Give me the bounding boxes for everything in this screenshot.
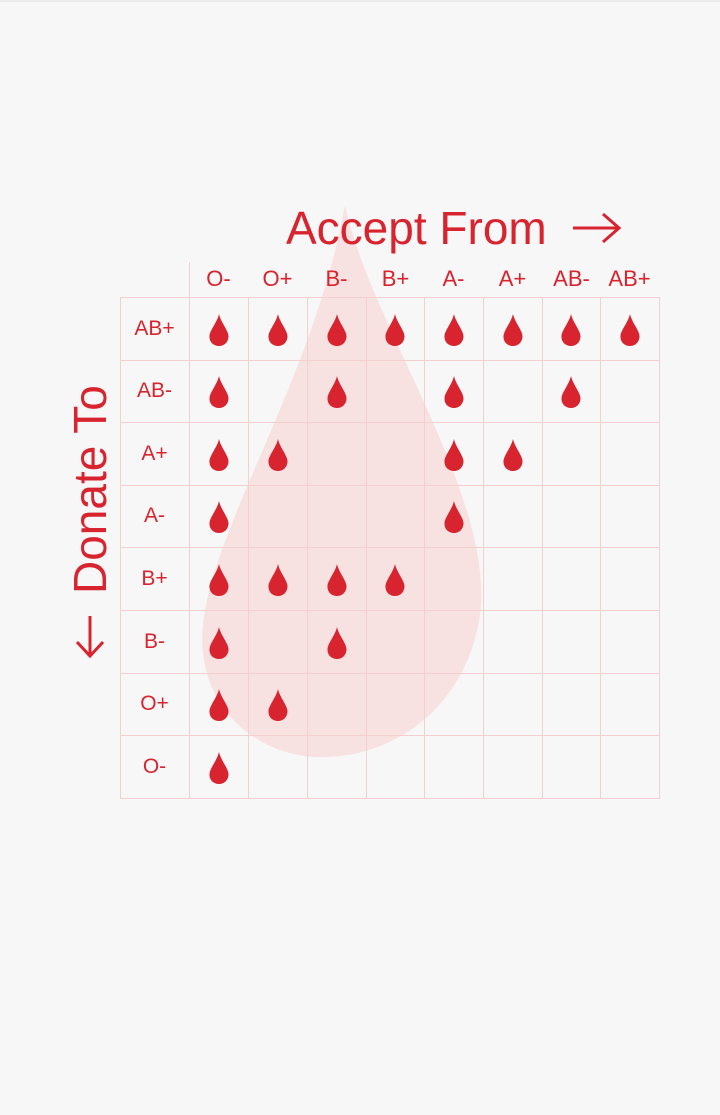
grid-vertical-line [366,297,367,799]
blood-drop-icon [209,564,229,596]
blood-drop-icon [209,689,229,721]
grid-horizontal-line [120,735,660,736]
row-header: AB- [136,379,172,402]
grid-vertical-line [248,297,249,799]
down-arrow-icon [75,616,105,659]
row-header: AB+ [134,317,175,340]
row-header: B+ [141,567,168,590]
column-header-A-pos: A+ [498,266,527,291]
blood-drop-icon [268,689,288,721]
right-arrow-icon [572,212,622,244]
blood-drop-icon [209,501,229,533]
blood-drop-icon [385,314,405,346]
blood-drop-icon [209,627,229,659]
column-header-O-neg: O- [206,266,231,291]
grid-vertical-line [542,297,543,799]
blood-drop-icon [561,376,581,408]
row-header: O+ [140,692,169,715]
column-header-AB-neg: AB- [553,266,590,291]
column-header-B-pos: B+ [381,266,410,291]
donate-to-title: Donate To [62,385,118,660]
blood-drop-icon [327,564,347,596]
blood-drop-icon [561,314,581,346]
blood-drop-icon [209,314,229,346]
blood-drop-icon [209,752,229,784]
blood-drop-icon [327,627,347,659]
grid-horizontal-line [120,485,660,486]
grid-vertical-line [659,297,660,799]
grid-horizontal-line [120,297,660,298]
grid-horizontal-line [120,610,660,611]
blood-drop-icon [503,314,523,346]
grid-vertical-line [600,297,601,799]
blood-drop-icon [385,564,405,596]
row-header: A- [144,504,165,527]
blood-drop-icon [503,439,523,471]
row-header: A+ [141,442,168,465]
grid-horizontal-line [120,673,660,674]
donate-to-label: Donate To [64,385,116,594]
blood-drop-icon [327,314,347,346]
grid-vertical-line [307,297,308,799]
grid-vertical-line [120,297,121,799]
blood-drop-icon [444,501,464,533]
grid-vertical-line [424,297,425,799]
grid-vertical-line [189,262,190,799]
column-header-O-pos: O+ [262,266,293,291]
column-header-AB-pos: AB+ [608,266,651,291]
background-blood-drop-icon [202,205,482,758]
blood-drop-icon [620,314,640,346]
grid-vertical-line [483,297,484,799]
row-header: B- [144,630,165,653]
accept-from-label: Accept From [286,202,547,254]
blood-drop-icon [268,439,288,471]
blood-drop-icon [444,376,464,408]
blood-drop-icon [268,314,288,346]
grid-horizontal-line [120,798,660,799]
blood-drop-icon [209,376,229,408]
blood-drop-icon [327,376,347,408]
column-header-A-neg: A- [442,266,465,291]
blood-drop-icon [268,564,288,596]
grid-horizontal-line [120,547,660,548]
column-header-B-neg: B- [325,266,348,291]
blood-drop-icon [444,439,464,471]
blood-drop-icon [209,439,229,471]
grid-horizontal-line [120,422,660,423]
grid-horizontal-line [120,360,660,361]
accept-from-title: Accept From [286,198,623,258]
status-bar-strip [0,0,720,2]
row-header: O- [142,755,167,778]
blood-drop-icon [444,314,464,346]
